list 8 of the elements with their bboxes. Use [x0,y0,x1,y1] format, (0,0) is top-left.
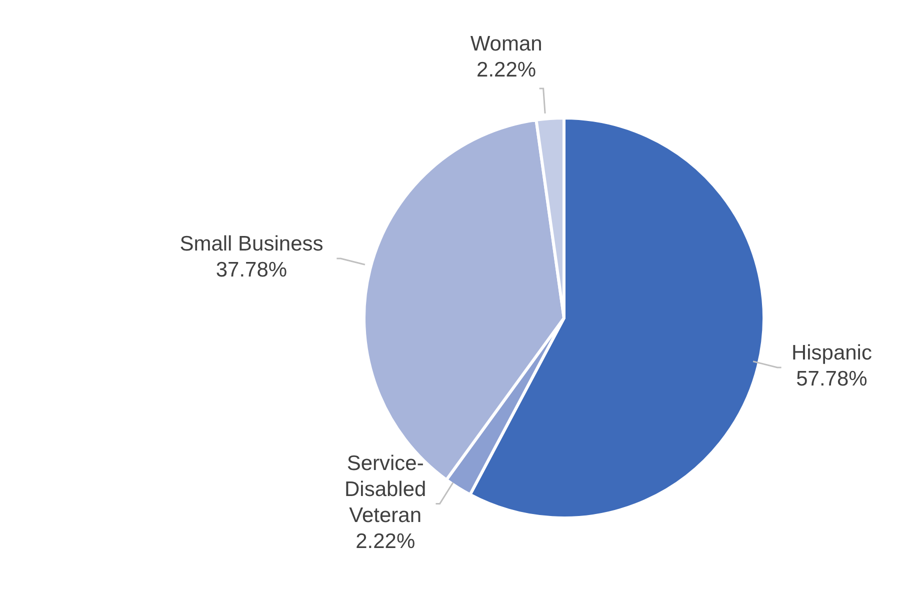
slice-label: Service-Disabled Veteran [344,452,426,527]
data-label: 57.78% [796,367,868,390]
data-label: 2.22% [476,58,536,82]
data-label: 2.22% [356,530,416,553]
data-label: 37.78% [216,258,288,282]
slice-label: Woman [470,32,542,56]
slice-label: Hispanic [791,341,872,364]
slice-label: Small Business [180,232,324,256]
